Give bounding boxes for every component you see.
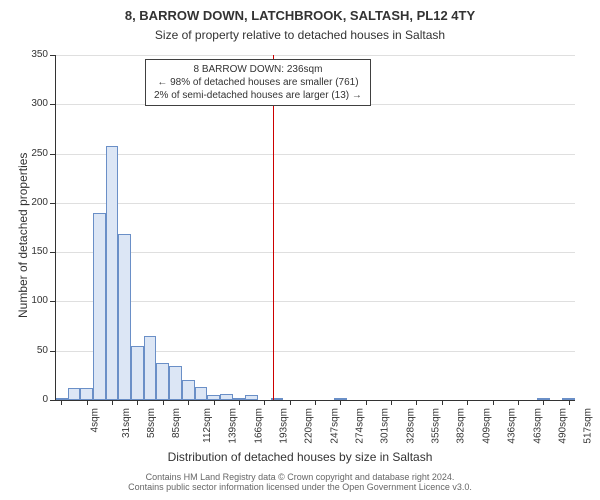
histogram-bar: [80, 388, 93, 400]
footer-line1: Contains HM Land Registry data © Crown c…: [0, 472, 600, 482]
x-tick-mark: [340, 400, 341, 405]
x-tick-mark: [214, 400, 215, 405]
x-tick-mark: [188, 400, 189, 405]
x-tick-label: 31sqm: [121, 408, 132, 438]
x-tick-mark: [61, 400, 62, 405]
y-tick-label: 250: [20, 148, 48, 159]
x-tick-label: 355sqm: [431, 408, 442, 444]
x-tick-mark: [569, 400, 570, 405]
annotation-line2: ← 98% of detached houses are smaller (76…: [154, 76, 362, 89]
x-tick-label: 85sqm: [171, 408, 182, 438]
footer-line2: Contains public sector information licen…: [0, 482, 600, 492]
histogram-bar: [106, 146, 119, 400]
x-tick-label: 301sqm: [380, 408, 391, 444]
x-tick-mark: [239, 400, 240, 405]
histogram-bar: [131, 346, 144, 400]
x-tick-label: 220sqm: [304, 408, 315, 444]
x-tick-label: 193sqm: [278, 408, 289, 444]
histogram-bar: [169, 366, 182, 401]
grid-line: [55, 154, 575, 155]
x-tick-mark: [442, 400, 443, 405]
x-tick-mark: [493, 400, 494, 405]
y-tick-label: 50: [20, 345, 48, 356]
x-tick-mark: [467, 400, 468, 405]
x-tick-mark: [290, 400, 291, 405]
x-tick-label: 490sqm: [558, 408, 569, 444]
y-tick-label: 150: [20, 246, 48, 257]
annotation-box: 8 BARROW DOWN: 236sqm ← 98% of detached …: [145, 59, 371, 106]
histogram-bar: [144, 336, 157, 400]
x-tick-mark: [163, 400, 164, 405]
chart-container: 8, BARROW DOWN, LATCHBROOK, SALTASH, PL1…: [0, 0, 600, 500]
x-tick-label: 409sqm: [481, 408, 492, 444]
x-tick-label: 112sqm: [202, 408, 213, 443]
x-tick-label: 58sqm: [146, 408, 157, 438]
reference-line: [273, 55, 274, 400]
footer: Contains HM Land Registry data © Crown c…: [0, 472, 600, 492]
x-tick-label: 247sqm: [329, 408, 340, 444]
y-tick-label: 0: [20, 394, 48, 405]
x-tick-label: 382sqm: [456, 408, 467, 444]
y-tick-label: 200: [20, 197, 48, 208]
annotation-line1: 8 BARROW DOWN: 236sqm: [154, 63, 362, 76]
x-tick-label: 4sqm: [90, 408, 101, 432]
x-tick-mark: [391, 400, 392, 405]
histogram-bar: [182, 380, 195, 400]
chart-title-main: 8, BARROW DOWN, LATCHBROOK, SALTASH, PL1…: [0, 8, 600, 23]
x-tick-label: 463sqm: [532, 408, 543, 444]
x-tick-mark: [315, 400, 316, 405]
x-tick-mark: [543, 400, 544, 405]
x-tick-mark: [112, 400, 113, 405]
x-tick-mark: [366, 400, 367, 405]
x-tick-label: 166sqm: [253, 408, 264, 444]
x-tick-mark: [87, 400, 88, 405]
histogram-bar: [93, 213, 106, 400]
grid-line: [55, 252, 575, 253]
y-axis-line: [55, 55, 56, 400]
grid-line: [55, 55, 575, 56]
histogram-bar: [118, 234, 131, 400]
annotation-line3: 2% of semi-detached houses are larger (1…: [154, 89, 362, 102]
y-tick-label: 300: [20, 98, 48, 109]
x-tick-mark: [264, 400, 265, 405]
x-tick-label: 517sqm: [583, 408, 594, 444]
plot-area: 8 BARROW DOWN: 236sqm ← 98% of detached …: [55, 55, 575, 400]
histogram-bar: [156, 363, 169, 400]
x-tick-label: 436sqm: [507, 408, 518, 444]
x-tick-label: 328sqm: [405, 408, 416, 444]
chart-title-sub: Size of property relative to detached ho…: [0, 28, 600, 42]
y-axis-label: Number of detached properties: [16, 152, 30, 317]
x-axis-label: Distribution of detached houses by size …: [0, 450, 600, 464]
x-tick-mark: [416, 400, 417, 405]
grid-line: [55, 301, 575, 302]
y-tick-label: 350: [20, 49, 48, 60]
x-tick-mark: [137, 400, 138, 405]
y-tick-label: 100: [20, 295, 48, 306]
x-tick-label: 139sqm: [228, 408, 239, 444]
grid-line: [55, 203, 575, 204]
x-tick-mark: [518, 400, 519, 405]
x-tick-label: 274sqm: [355, 408, 366, 444]
histogram-bar: [195, 387, 208, 400]
histogram-bar: [68, 388, 81, 400]
